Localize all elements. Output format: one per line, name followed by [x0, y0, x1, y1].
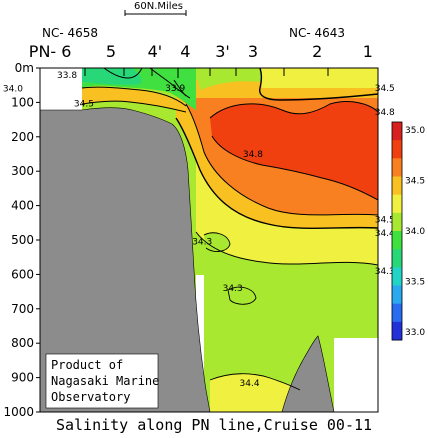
seafloor-slope: [40, 107, 211, 412]
contour-label: 34.4: [375, 229, 395, 239]
colorbar-frame: [391, 121, 403, 341]
credit-line-2: Nagasaki Marine: [51, 374, 159, 388]
scale-bar: 60N.Miles: [124, 1, 187, 16]
contour-label: 34.8: [375, 108, 395, 118]
station-label: 4: [180, 42, 190, 61]
contour-label: 34.4: [240, 379, 260, 389]
y-tick-label: 0m: [15, 61, 34, 75]
station-ticks: [84, 68, 329, 78]
y-tick-label: 1000: [3, 405, 34, 419]
contour-label: 34.3: [223, 284, 243, 294]
fill-surface-yellow: [260, 68, 378, 88]
colorbar-segment: [392, 321, 402, 341]
colorbar-tick-label: 35.0: [405, 126, 425, 136]
colorbar-tick-label: 33.5: [405, 278, 425, 288]
contour-label: 34.0: [3, 85, 23, 95]
fill-deep-34-4: [210, 373, 300, 412]
no-data-right: [334, 338, 378, 412]
station-label: 4': [148, 42, 163, 61]
colorbar-segment: [392, 158, 402, 177]
colorbar-tick-label: 33.0: [405, 328, 425, 338]
y-tick-label: 700: [11, 302, 34, 316]
contour-label: 34.3: [375, 267, 395, 277]
y-tick-label: 600: [11, 267, 34, 281]
credit-line-1: Product of: [51, 358, 123, 372]
fill-34-3-patch-b: [228, 287, 256, 305]
station-label: 3': [215, 42, 230, 61]
colorbar-segment: [392, 285, 402, 305]
contour-label: 33.8: [57, 71, 77, 81]
contour-label: 34.5: [375, 84, 395, 94]
contour-label: 34.5: [74, 99, 94, 109]
station-label: 2: [312, 42, 322, 61]
colorbar-segment: [392, 176, 402, 196]
colorbar: 33.0 33.5 34.0 34.5 35.0: [391, 121, 425, 341]
contour-lines: [81, 68, 378, 391]
colorbar-segment: [392, 212, 402, 232]
station-id-right: NC- 4643: [289, 26, 345, 40]
station-label: 3: [248, 42, 258, 61]
y-tick-label: 400: [11, 199, 34, 213]
fill-fresh-core: [82, 68, 142, 85]
contour-label: 34.8: [243, 150, 263, 160]
contour-labels: 33.8 34.0 33.9 34.5 34.5 34.8 34.8 34.5 34.4 34.3…: [3, 71, 395, 389]
contour-label: 34.5: [375, 215, 395, 225]
contour-label: 34.3: [192, 238, 212, 248]
scale-bar-label: 60N.Miles: [134, 1, 183, 12]
fill-34-3-patch-a: [204, 232, 230, 252]
fill-left-upper-band: [82, 87, 186, 112]
seafloor-ridge: [281, 335, 335, 412]
plot-area: [40, 68, 378, 412]
station-label: 1: [363, 42, 373, 61]
credit-line-3: Observatory: [51, 390, 130, 404]
station-id-left: NC- 4658: [42, 26, 98, 40]
colorbar-segment: [392, 267, 402, 286]
y-tick-label: 300: [11, 164, 34, 178]
credit-box: Product of Nagasaki Marine Observatory: [45, 353, 159, 409]
contour-label: 33.9: [165, 84, 185, 94]
y-tick-label: 500: [11, 233, 34, 247]
y-tick-label: 800: [11, 336, 34, 350]
station-label: 5: [106, 42, 116, 61]
colorbar-tick-label: 34.5: [405, 177, 425, 187]
colorbar-segment: [392, 194, 402, 214]
colorbar-segment: [392, 231, 402, 250]
fill-surface-lightgreen: [196, 68, 260, 90]
colorbar-tick-label: 34.0: [405, 227, 425, 237]
fill-34-8-core: [210, 101, 378, 200]
y-tick-label: 200: [11, 130, 34, 144]
y-axis: 0m 100 200 300 400 500 600 700 800 900 1000: [3, 61, 40, 419]
chart-title: Salinity along PN line,Cruise 00-11: [55, 416, 373, 434]
station-label: PN- 6: [29, 42, 72, 61]
colorbar-segment: [392, 140, 402, 159]
y-tick-label: 900: [11, 371, 34, 385]
y-tick-label: 100: [11, 95, 34, 109]
colorbar-segment: [392, 122, 402, 141]
station-labels: PN- 6 5 4' 4 3' 3 2 1: [29, 42, 373, 61]
colorbar-segment: [392, 303, 402, 323]
colorbar-segment: [392, 249, 402, 268]
